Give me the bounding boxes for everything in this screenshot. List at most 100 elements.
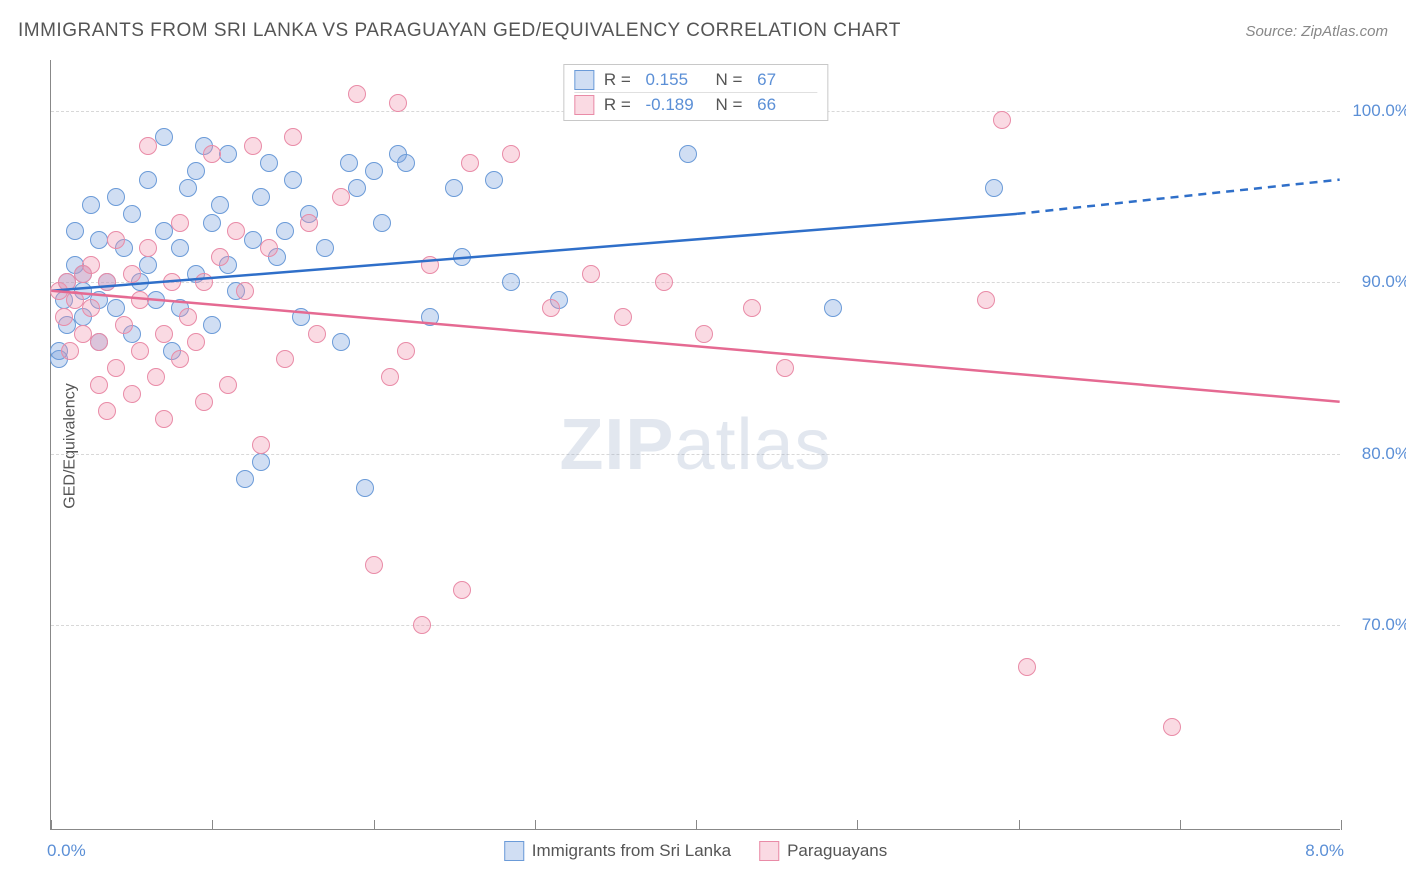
legend-row-series2: R = -0.189 N = 66 bbox=[574, 93, 817, 117]
data-point bbox=[203, 214, 221, 232]
data-point bbox=[421, 256, 439, 274]
y-tick-label: 80.0% bbox=[1362, 444, 1406, 464]
data-point bbox=[131, 342, 149, 360]
data-point bbox=[397, 342, 415, 360]
data-point bbox=[90, 333, 108, 351]
data-point bbox=[171, 214, 189, 232]
data-point bbox=[155, 128, 173, 146]
data-point bbox=[776, 359, 794, 377]
data-point bbox=[413, 616, 431, 634]
data-point bbox=[123, 385, 141, 403]
data-point bbox=[139, 137, 157, 155]
data-point bbox=[260, 154, 278, 172]
y-tick-label: 90.0% bbox=[1362, 272, 1406, 292]
plot-area: ZIPatlas R = 0.155 N = 67 R = -0.189 N =… bbox=[50, 60, 1340, 830]
data-point bbox=[373, 214, 391, 232]
data-point bbox=[985, 179, 1003, 197]
data-point bbox=[171, 350, 189, 368]
data-point bbox=[389, 94, 407, 112]
data-point bbox=[107, 231, 125, 249]
r-value-series2: -0.189 bbox=[646, 95, 706, 115]
data-point bbox=[300, 214, 318, 232]
data-point bbox=[139, 256, 157, 274]
data-point bbox=[284, 171, 302, 189]
data-point bbox=[292, 308, 310, 326]
n-label: N = bbox=[716, 95, 748, 115]
x-tick bbox=[696, 820, 697, 830]
data-point bbox=[98, 402, 116, 420]
data-point bbox=[187, 162, 205, 180]
data-point bbox=[227, 222, 245, 240]
data-point bbox=[453, 248, 471, 266]
data-point bbox=[1018, 658, 1036, 676]
data-point bbox=[58, 273, 76, 291]
data-point bbox=[82, 256, 100, 274]
data-point bbox=[171, 239, 189, 257]
x-tick bbox=[1180, 820, 1181, 830]
r-label: R = bbox=[604, 70, 636, 90]
data-point bbox=[187, 333, 205, 351]
data-point bbox=[252, 453, 270, 471]
swatch-series2 bbox=[574, 95, 594, 115]
data-point bbox=[276, 222, 294, 240]
data-point bbox=[365, 556, 383, 574]
data-point bbox=[219, 145, 237, 163]
data-point bbox=[695, 325, 713, 343]
n-label: N = bbox=[716, 70, 748, 90]
data-point bbox=[993, 111, 1011, 129]
x-tick bbox=[857, 820, 858, 830]
data-point bbox=[195, 393, 213, 411]
data-point bbox=[461, 154, 479, 172]
legend-row-series1: R = 0.155 N = 67 bbox=[574, 68, 817, 93]
watermark-bold: ZIP bbox=[559, 405, 674, 485]
legend-label-series2: Paraguayans bbox=[787, 841, 887, 861]
data-point bbox=[147, 368, 165, 386]
x-tick bbox=[1019, 820, 1020, 830]
swatch-series2 bbox=[759, 841, 779, 861]
data-point bbox=[679, 145, 697, 163]
data-point bbox=[542, 299, 560, 317]
data-point bbox=[582, 265, 600, 283]
gridline-h bbox=[51, 454, 1340, 455]
data-point bbox=[195, 273, 213, 291]
data-point bbox=[115, 316, 133, 334]
x-tick bbox=[51, 820, 52, 830]
data-point bbox=[179, 179, 197, 197]
data-point bbox=[453, 581, 471, 599]
swatch-series1 bbox=[504, 841, 524, 861]
data-point bbox=[131, 291, 149, 309]
data-point bbox=[252, 436, 270, 454]
chart-header: IMMIGRANTS FROM SRI LANKA VS PARAGUAYAN … bbox=[18, 20, 1388, 42]
data-point bbox=[147, 291, 165, 309]
data-point bbox=[284, 128, 302, 146]
n-value-series1: 67 bbox=[757, 70, 817, 90]
data-point bbox=[356, 479, 374, 497]
data-point bbox=[260, 239, 278, 257]
data-point bbox=[445, 179, 463, 197]
y-tick-label: 100.0% bbox=[1352, 101, 1406, 121]
data-point bbox=[123, 205, 141, 223]
x-tick-max: 8.0% bbox=[1305, 841, 1344, 861]
data-point bbox=[155, 325, 173, 343]
data-point bbox=[397, 154, 415, 172]
data-point bbox=[614, 308, 632, 326]
y-tick-label: 70.0% bbox=[1362, 615, 1406, 635]
data-point bbox=[163, 273, 181, 291]
data-point bbox=[203, 145, 221, 163]
data-point bbox=[107, 188, 125, 206]
data-point bbox=[90, 376, 108, 394]
r-label: R = bbox=[604, 95, 636, 115]
data-point bbox=[381, 368, 399, 386]
watermark-light: atlas bbox=[674, 405, 831, 485]
data-point bbox=[244, 137, 262, 155]
data-point bbox=[743, 299, 761, 317]
data-point bbox=[107, 299, 125, 317]
data-point bbox=[55, 308, 73, 326]
data-point bbox=[66, 222, 84, 240]
data-point bbox=[1163, 718, 1181, 736]
data-point bbox=[252, 188, 270, 206]
gridline-h bbox=[51, 625, 1340, 626]
data-point bbox=[365, 162, 383, 180]
data-point bbox=[98, 273, 116, 291]
data-point bbox=[203, 316, 221, 334]
